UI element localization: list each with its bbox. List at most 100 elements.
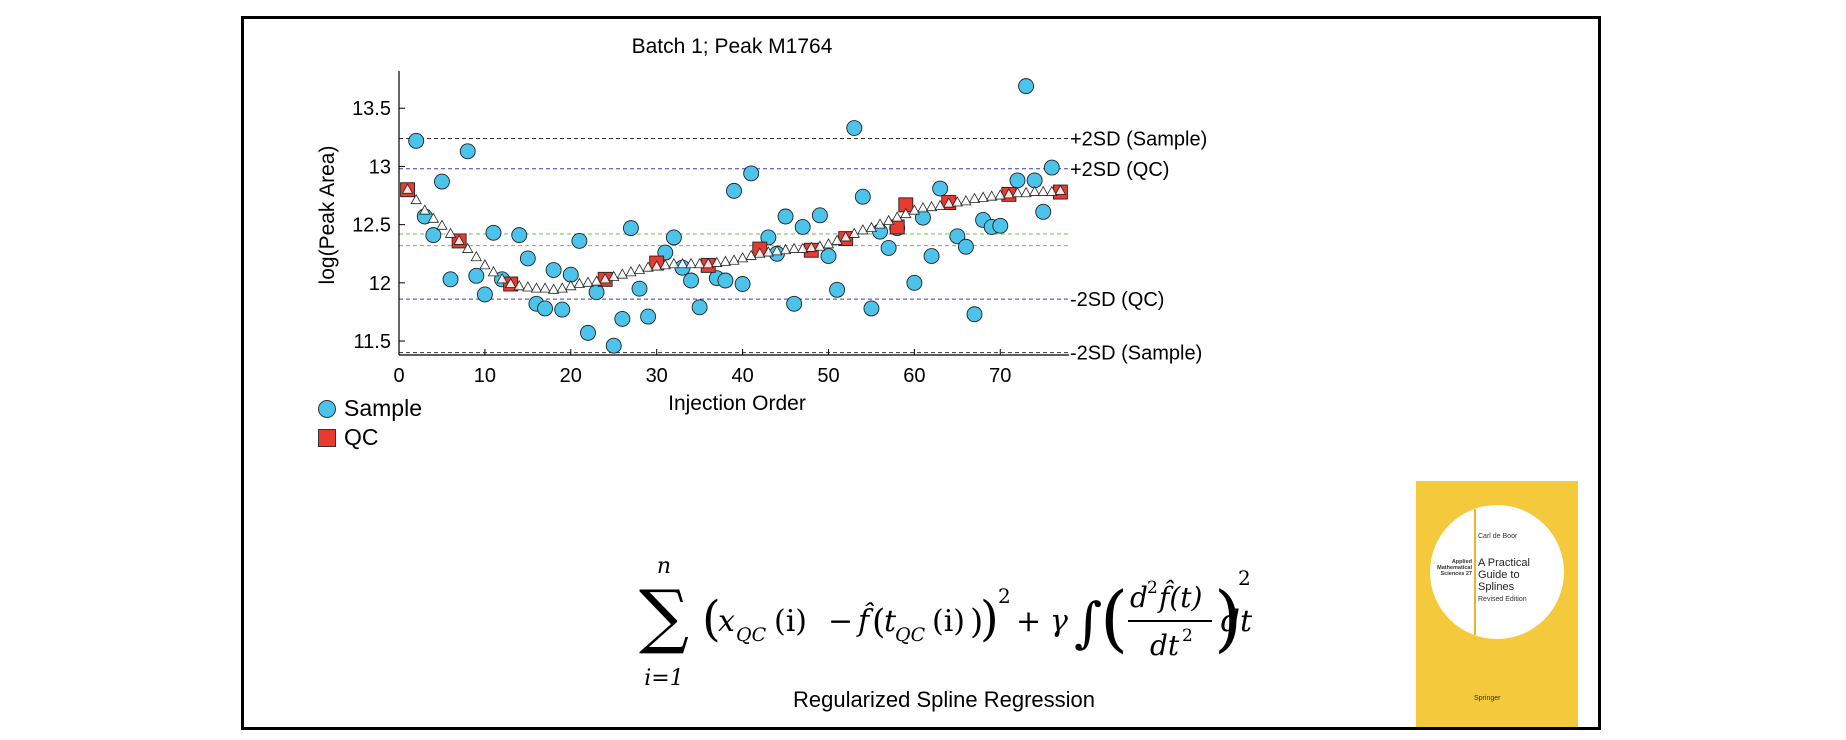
spline-fit-point [891,211,903,222]
spline-fit-point [1028,185,1041,196]
spline-fit-point [444,227,457,238]
spline-fit-point [504,277,517,288]
sample-point [726,182,742,199]
reference-line-label: +2SD (Sample) [1070,129,1207,151]
sample-point [760,229,777,246]
sample-point [923,248,940,265]
book-author: Carl de Boor [1478,533,1518,540]
sample-point [932,180,949,197]
book-series: Applied Mathematical Sciences 27 [1437,559,1472,577]
big-close-paren: ) [1214,576,1242,660]
spline-fit-point [728,254,740,265]
sample-point [992,217,1009,234]
spline-fit-point [573,277,586,288]
spline-fit-point [882,214,895,226]
sample-point [880,239,897,256]
sample-point [743,165,760,182]
spline-fit-point [1011,186,1024,198]
inner-close-paren: ) [970,602,983,642]
x-tick-label: 20 [560,365,582,387]
sample-point [717,272,734,289]
integral-sign: ∫ [1074,591,1102,654]
minus-sign: − [828,604,853,639]
t-subscript: QC [895,624,926,646]
gamma-symbol: γ [1050,604,1068,639]
plus-sign: + [1016,604,1041,639]
sample-point [554,301,571,318]
sample-point [408,132,425,149]
spline-fit-point [470,250,482,262]
spline-fit-point [779,243,792,255]
sample-point [459,143,476,160]
spline-fit-point [668,257,680,269]
t-symbol: t [884,604,897,639]
sample-point [537,300,553,317]
spline-fit-point [994,189,1006,200]
spline-fit-point [839,231,852,242]
y-tick-label: 13 [369,156,391,178]
x-tick-label: 40 [731,365,753,387]
spline-fit-point [917,202,929,213]
spline-fit-point [479,259,491,270]
spline-fit-point [986,190,998,201]
numerator-exponent: 2 [1147,578,1158,598]
square-exponent: 2 [998,584,1011,608]
sample-point [640,308,657,325]
y-tick-label: 12.5 [352,215,391,237]
spline-fit-point [1054,184,1067,195]
spline-fit-point [590,275,603,286]
spline-fit-point [943,197,955,208]
sample-point [683,272,700,289]
sample-point [485,224,502,241]
spline-fit-point [797,242,809,253]
spline-fit-point [401,183,414,194]
sample-point [519,250,536,267]
spline-fit-point [745,249,757,260]
sample-point [829,281,846,298]
x-symbol: x [718,604,735,639]
sample-point [571,232,588,249]
sample-point [562,266,579,283]
sum-upper-limit: n [657,554,671,579]
outer-exponent: 2 [1238,566,1251,590]
sum-symbol: ∑ [639,575,689,657]
sample-point [580,324,596,341]
sample-point [811,207,828,224]
sum-lower-limit: i=1 [644,666,683,691]
spline-fit-point [848,227,860,238]
book-publisher: Springer [1474,695,1501,702]
sample-point [665,229,682,246]
sample-point [468,267,485,284]
spline-fit-point [642,261,654,272]
close-paren: ) [980,591,999,647]
data-marks [400,78,1068,354]
scatter-chart: +2SD (Sample) +2SD (QC) -2SD (QC) -2SD (Sam… [316,35,1207,415]
book-title: A Practical Guide to Splines [1478,557,1530,593]
spline-fit-point [608,270,620,281]
sample-point [854,188,871,205]
spline-fit-point [685,257,697,269]
spline-fit-point [599,273,611,284]
sample-point [691,299,708,316]
x-subscript: QC [736,624,767,646]
spline-fit-point [822,238,835,249]
sample-point [1043,159,1060,176]
spline-fit-point [934,199,946,210]
y-axis-label: log(Peak Area) [316,146,339,285]
denominator-exponent: 2 [1182,626,1193,646]
sample-point [906,274,923,291]
spline-fit-point [977,191,989,202]
spline-fit-point [762,246,775,257]
legend-item-qc: QC [318,424,379,451]
sample-point [511,227,528,244]
x-tick-label: 50 [817,365,839,387]
x-tick-label: 70 [989,365,1011,387]
inner-open-paren: ( [872,602,885,642]
spline-fit-point [831,234,843,245]
spline-fit-point [1020,186,1032,198]
sample-point [966,306,983,323]
book-edition: Revised Edition [1478,596,1527,603]
spline-fit-point [754,247,766,258]
spline-fit-point [676,257,689,269]
x-axis-label: Injection Order [668,392,806,415]
